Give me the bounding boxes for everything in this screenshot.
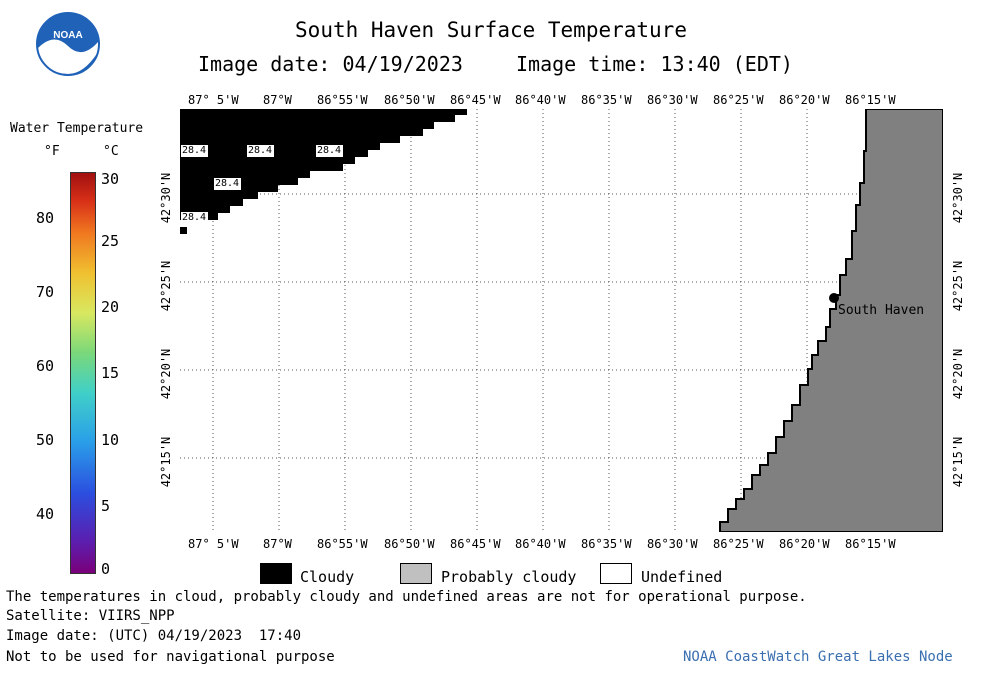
lon-label-top: 86°50'W bbox=[384, 93, 435, 107]
lat-label-left: 42°30'N bbox=[159, 172, 173, 224]
land-area bbox=[719, 109, 943, 532]
image-date-label: Image date: 04/19/2023 bbox=[198, 52, 463, 76]
lon-label-top: 86°30'W bbox=[647, 93, 698, 107]
lat-label-right: 42°25'N bbox=[951, 260, 965, 312]
lon-label-bottom: 87°W bbox=[263, 537, 292, 551]
cloud-region bbox=[180, 109, 467, 220]
colorbar-title: Water Temperature bbox=[10, 121, 144, 136]
lon-label-bottom: 86°20'W bbox=[779, 537, 830, 551]
lon-label-top: 86°40'W bbox=[515, 93, 566, 107]
page-title: South Haven Surface Temperature bbox=[295, 18, 687, 42]
lon-label-bottom: 86°55'W bbox=[317, 537, 368, 551]
south-haven-marker bbox=[829, 293, 839, 303]
c-tick: 10 bbox=[101, 431, 120, 449]
lon-label-top: 86°45'W bbox=[450, 93, 501, 107]
temperature-colorbar bbox=[70, 172, 96, 574]
f-tick: 50 bbox=[36, 431, 55, 449]
logo-text: NOAA bbox=[53, 30, 82, 41]
lon-label-top: 86°15'W bbox=[845, 93, 896, 107]
cloud-pixel bbox=[180, 227, 187, 234]
lat-label-right: 42°15'N bbox=[951, 436, 965, 488]
lon-label-bottom: 86°15'W bbox=[845, 537, 896, 551]
disclaimer-text: The temperatures in cloud, probably clou… bbox=[6, 589, 807, 605]
legend-label-cloudy: Cloudy bbox=[300, 568, 355, 586]
temperature-map: 28.4 28.4 28.4 28.4 28.4 South Haven bbox=[180, 109, 943, 532]
lon-label-bottom: 86°50'W bbox=[384, 537, 435, 551]
f-tick: 70 bbox=[36, 283, 55, 301]
lat-label-left: 42°20'N bbox=[159, 348, 173, 400]
c-tick: 30 bbox=[101, 170, 120, 188]
c-tick: 20 bbox=[101, 298, 120, 316]
lat-label-right: 42°30'N bbox=[951, 172, 965, 224]
legend-label-undefined: Undefined bbox=[641, 568, 723, 586]
legend-swatch-probably-cloudy bbox=[400, 563, 432, 584]
lon-label-top: 86°20'W bbox=[779, 93, 830, 107]
c-tick: 25 bbox=[101, 232, 120, 250]
lon-label-top: 86°55'W bbox=[317, 93, 368, 107]
cloud-temp-label: 28.4 bbox=[182, 212, 207, 223]
f-tick: 60 bbox=[36, 357, 55, 375]
lon-label-bottom: 86°35'W bbox=[581, 537, 632, 551]
lon-label-bottom: 86°25'W bbox=[713, 537, 764, 551]
lon-label-bottom: 86°45'W bbox=[450, 537, 501, 551]
noaa-logo: NOAA bbox=[36, 12, 100, 76]
c-tick: 15 bbox=[101, 364, 120, 382]
lon-label-bottom: 87° 5'W bbox=[188, 537, 239, 551]
lon-label-top: 87° 5'W bbox=[188, 93, 239, 107]
c-tick: 0 bbox=[101, 560, 111, 578]
legend-swatch-undefined bbox=[600, 563, 632, 584]
lon-label-top: 86°25'W bbox=[713, 93, 764, 107]
lat-label-left: 42°25'N bbox=[159, 260, 173, 312]
f-tick: 80 bbox=[36, 209, 55, 227]
cloud-temp-label: 28.4 bbox=[248, 145, 273, 156]
legend-label-probably-cloudy: Probably cloudy bbox=[441, 568, 577, 586]
c-tick: 5 bbox=[101, 497, 111, 515]
lat-label-right: 42°20'N bbox=[951, 348, 965, 400]
credit-text: NOAA CoastWatch Great Lakes Node bbox=[683, 649, 953, 665]
place-label: South Haven bbox=[838, 303, 925, 318]
lon-label-bottom: 86°30'W bbox=[647, 537, 698, 551]
cloud-temp-label: 28.4 bbox=[317, 145, 342, 156]
lon-label-bottom: 86°40'W bbox=[515, 537, 566, 551]
utc-date-text: Image date: (UTC) 04/19/2023 17:40 bbox=[6, 628, 302, 644]
cloud-temp-labels bbox=[181, 145, 343, 224]
lon-label-top: 87°W bbox=[263, 93, 292, 107]
cloud-temp-label: 28.4 bbox=[182, 145, 207, 156]
colorbar-unit-c: °C bbox=[103, 144, 119, 159]
colorbar-unit-f: °F bbox=[44, 144, 60, 159]
cloud-temp-label: 28.4 bbox=[215, 178, 240, 189]
lat-label-left: 42°15'N bbox=[159, 436, 173, 488]
image-time-label: Image time: 13:40 (EDT) bbox=[516, 52, 793, 76]
legend-swatch-cloudy bbox=[260, 563, 292, 584]
f-tick: 40 bbox=[36, 505, 55, 523]
navigation-note: Not to be used for navigational purpose bbox=[6, 649, 335, 665]
satellite-text: Satellite: VIIRS_NPP bbox=[6, 608, 175, 624]
lon-label-top: 86°35'W bbox=[581, 93, 632, 107]
